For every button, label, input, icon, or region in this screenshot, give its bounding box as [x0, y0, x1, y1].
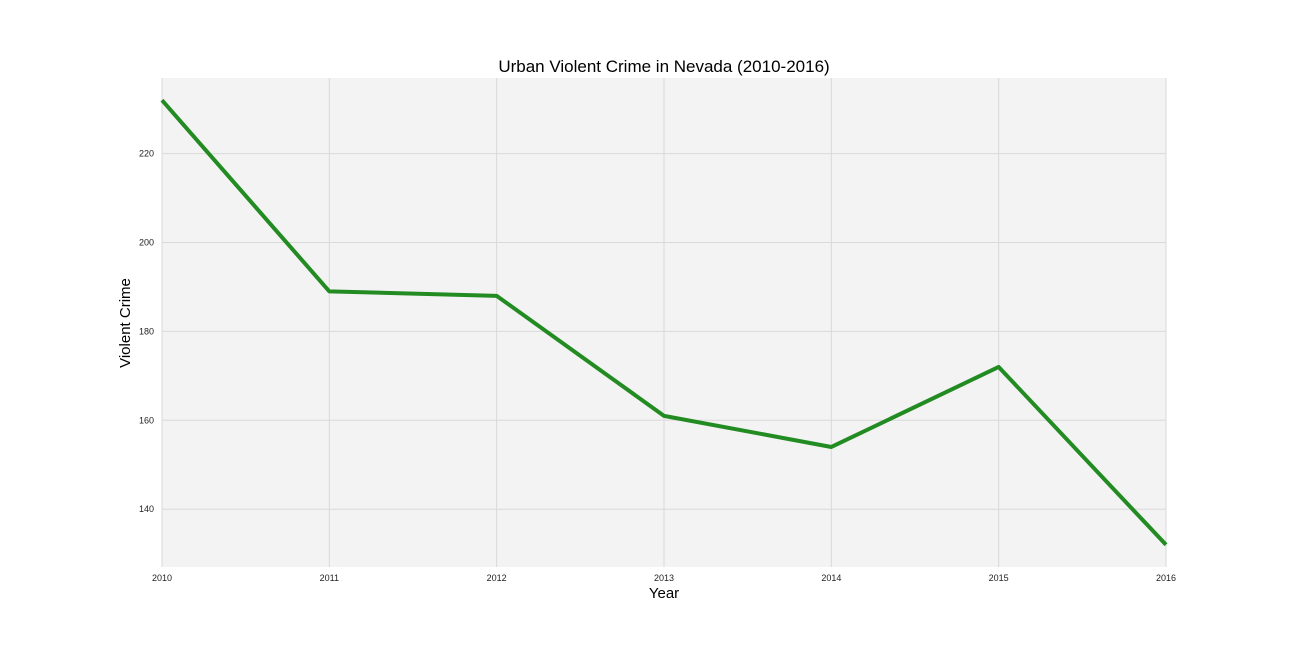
chart-title: Urban Violent Crime in Nevada (2010-2016… — [498, 57, 829, 76]
y-tick-label: 180 — [139, 326, 154, 336]
x-tick-label: 2011 — [320, 573, 339, 583]
y-tick-label: 200 — [139, 237, 154, 247]
x-tick-label: 2015 — [989, 573, 1009, 583]
data-point — [1164, 543, 1168, 547]
data-point — [662, 414, 666, 418]
y-tick-label: 220 — [139, 149, 154, 159]
y-axis-tick-labels: 140 160 180 200 220 — [139, 149, 154, 515]
x-tick-label: 2016 — [1156, 573, 1176, 583]
y-tick-label: 140 — [139, 504, 154, 514]
series-line — [160, 98, 1168, 547]
x-axis-tick-labels: 2010 2011 2012 2013 2014 2015 2016 — [152, 573, 1176, 583]
data-point — [495, 294, 499, 298]
grid-lines — [161, 78, 1167, 567]
data-point — [160, 98, 164, 102]
x-tick-label: 2012 — [487, 573, 507, 583]
x-axis-label: Year — [649, 585, 679, 602]
x-tick-label: 2013 — [654, 573, 674, 583]
data-point — [327, 289, 331, 293]
y-tick-label: 160 — [139, 415, 154, 425]
x-tick-label: 2014 — [821, 573, 841, 583]
data-point — [997, 365, 1001, 369]
series-layer — [160, 98, 1168, 547]
x-tick-label: 2010 — [152, 573, 172, 583]
data-point — [829, 445, 833, 449]
y-axis-label: Violent Crime — [117, 278, 134, 368]
